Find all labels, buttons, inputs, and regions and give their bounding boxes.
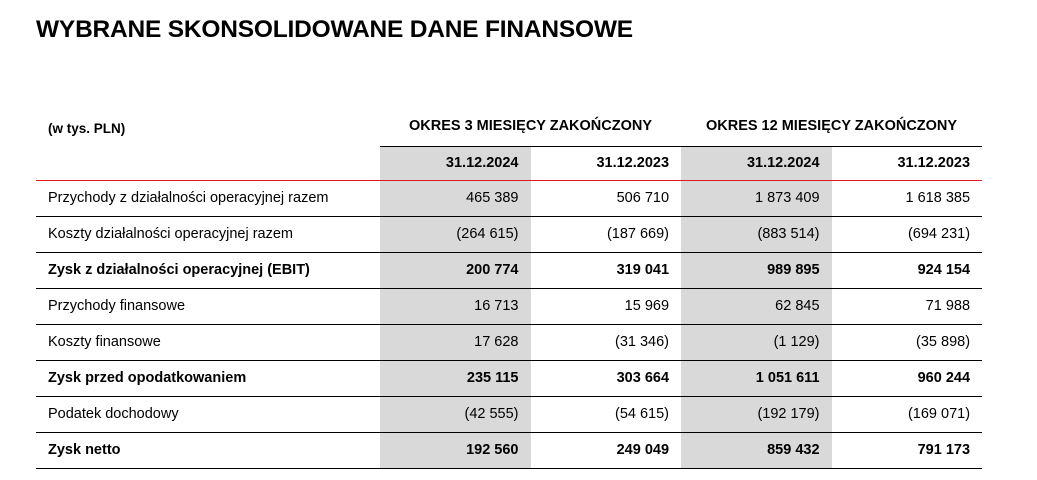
value-3m-2023: 303 664 (530, 360, 682, 397)
value-12m-2023: (694 231) (831, 216, 983, 253)
value-3m-2024: (42 555) (380, 396, 531, 433)
value-12m-2023: (35 898) (831, 324, 983, 361)
financial-data-table: (w tys. PLN) OKRES 3 MIESIĘCY ZAKOŃCZONY… (36, 106, 983, 469)
value-12m-2023: (169 071) (831, 396, 983, 433)
date-header-12m-2023: 31.12.2023 (831, 146, 983, 181)
value-12m-2024: (192 179) (681, 396, 832, 433)
date-header-3m-2023: 31.12.2023 (530, 146, 682, 181)
value-3m-2024: 16 713 (380, 288, 531, 325)
table-body: Przychody z działalności operacyjnej raz… (36, 180, 983, 469)
value-12m-2024: 1 873 409 (681, 180, 832, 217)
value-12m-2024: 859 432 (681, 432, 832, 469)
value-12m-2024: 62 845 (681, 288, 832, 325)
value-3m-2024: 200 774 (380, 252, 531, 289)
value-3m-2024: 17 628 (380, 324, 531, 361)
table-row: Przychody finansowe 16 713 15 969 62 845 71 … (36, 288, 983, 325)
value-3m-2024: 192 560 (380, 432, 531, 469)
table-row: Koszty działalności operacyjnej razem (26… (36, 216, 983, 253)
value-3m-2023: 15 969 (530, 288, 682, 325)
value-3m-2024: (264 615) (380, 216, 531, 253)
value-12m-2023: 1 618 385 (831, 180, 983, 217)
date-header-3m-2024: 31.12.2024 (380, 146, 531, 181)
date-header-row: 31.12.2024 31.12.2023 31.12.2024 31.12.2… (36, 146, 983, 181)
unit-label: (w tys. PLN) (48, 120, 126, 136)
value-12m-2024: 1 051 611 (681, 360, 832, 397)
value-3m-2023: 249 049 (530, 432, 682, 469)
period-header-row: (w tys. PLN) OKRES 3 MIESIĘCY ZAKOŃCZONY… (36, 106, 983, 147)
row-label: Zysk z działalności operacyjnej (EBIT) (36, 252, 380, 289)
row-label: Koszty działalności operacyjnej razem (36, 216, 380, 253)
row-label: Koszty finansowe (36, 324, 380, 361)
row-label: Podatek dochodowy (36, 396, 380, 433)
row-label: Przychody z działalności operacyjnej raz… (36, 180, 380, 217)
table-row: Zysk przed opodatkowaniem 235 115 303 664 1… (36, 360, 983, 397)
value-12m-2024: (1 129) (681, 324, 832, 361)
row-label: Zysk przed opodatkowaniem (36, 360, 380, 397)
value-12m-2024: (883 514) (681, 216, 832, 253)
table-row: Podatek dochodowy (42 555) (54 615) (192 17… (36, 396, 983, 433)
date-header-12m-2024: 31.12.2024 (681, 146, 832, 181)
table-row: Zysk netto 192 560 249 049 859 432 791 173 (36, 432, 983, 469)
value-3m-2023: (31 346) (530, 324, 682, 361)
table-row: Zysk z działalności operacyjnej (EBIT) 20… (36, 252, 983, 289)
header-empty-cell (36, 146, 380, 181)
value-3m-2024: 465 389 (380, 180, 531, 217)
value-3m-2023: (187 669) (530, 216, 682, 253)
period-header-3-months: OKRES 3 MIESIĘCY ZAKOŃCZONY (380, 106, 682, 147)
value-12m-2023: 924 154 (831, 252, 983, 289)
row-label: Przychody finansowe (36, 288, 380, 325)
table-row: Przychody z działalności operacyjnej raz… (36, 180, 983, 217)
value-3m-2023: 319 041 (530, 252, 682, 289)
period-header-12-months: OKRES 12 MIESIĘCY ZAKOŃCZONY (681, 106, 983, 147)
value-12m-2023: 71 988 (831, 288, 983, 325)
value-3m-2023: 506 710 (530, 180, 682, 217)
value-12m-2024: 989 895 (681, 252, 832, 289)
value-3m-2023: (54 615) (530, 396, 682, 433)
value-3m-2024: 235 115 (380, 360, 531, 397)
row-label: Zysk netto (36, 432, 380, 469)
value-12m-2023: 960 244 (831, 360, 983, 397)
value-12m-2023: 791 173 (831, 432, 983, 469)
page-title: WYBRANE SKONSOLIDOWANE DANE FINANSOWE (36, 16, 633, 43)
table-row: Koszty finansowe 17 628 (31 346) (1 129) (35… (36, 324, 983, 361)
